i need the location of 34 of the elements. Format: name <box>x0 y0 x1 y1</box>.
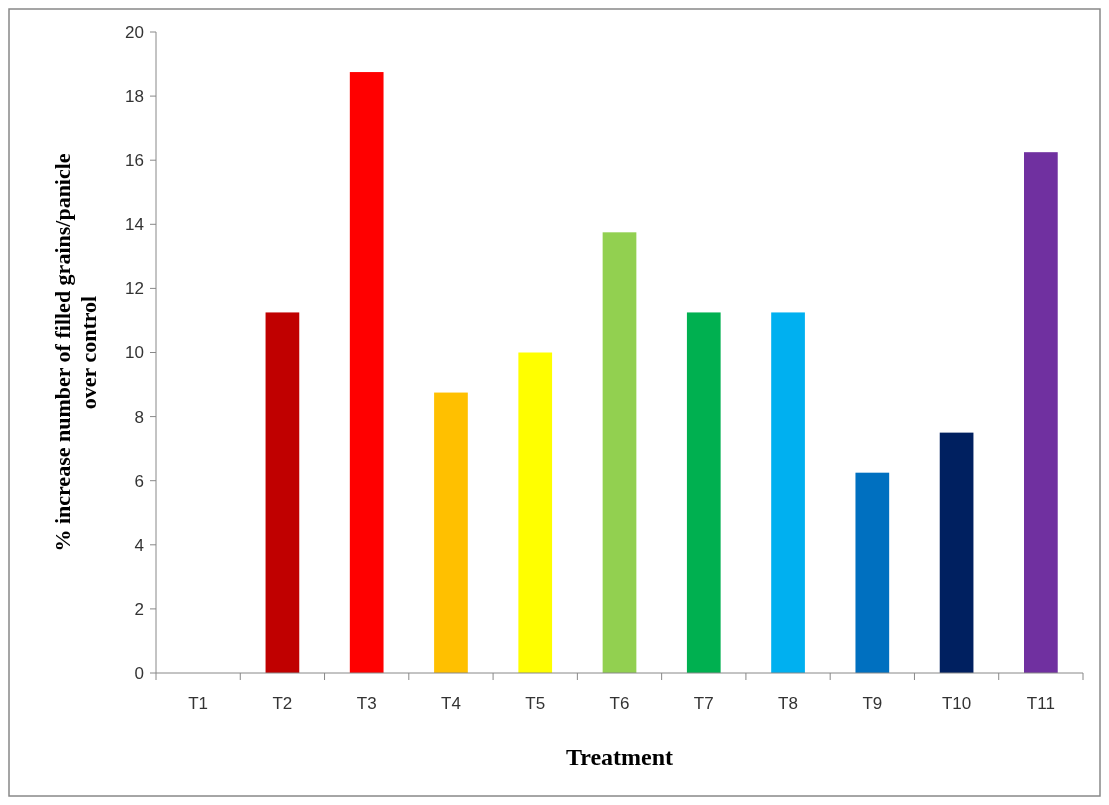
bar <box>939 432 974 673</box>
y-axis-title: % increase number of filled grains/panicle over control <box>50 153 101 552</box>
bar <box>518 352 553 673</box>
x-tick-label: T8 <box>778 694 798 713</box>
x-tick-label: T7 <box>693 694 714 713</box>
x-tick-label: T2 <box>272 694 293 713</box>
x-tick-label: T3 <box>356 694 377 713</box>
y-tick-label: 8 <box>134 407 144 427</box>
bar <box>602 232 637 673</box>
y-tick-label: 12 <box>125 279 144 299</box>
y-tick-label: 16 <box>125 151 144 171</box>
y-tick-label: 10 <box>125 343 144 363</box>
y-tick-label: 2 <box>134 599 144 619</box>
y-tick-label: 18 <box>125 87 144 107</box>
y-tick-label: 0 <box>134 663 144 683</box>
x-tick-label: T5 <box>525 694 546 713</box>
x-tick-label: T1 <box>188 694 209 713</box>
x-tick-label: T11 <box>1026 694 1055 713</box>
x-tick-label: T9 <box>862 694 883 713</box>
x-axis-title: Treatment <box>565 744 674 770</box>
bar <box>686 312 721 673</box>
y-tick-label: 6 <box>134 471 144 491</box>
bar <box>1024 152 1058 673</box>
bar <box>434 392 468 673</box>
bar <box>349 72 384 673</box>
bar <box>771 312 805 673</box>
x-tick-label: T6 <box>609 694 630 713</box>
y-tick-label: 4 <box>134 535 144 555</box>
y-tick-label: 20 <box>125 22 144 42</box>
x-tick-label: T4 <box>441 694 461 713</box>
x-tick-label: T10 <box>941 694 972 713</box>
y-tick-label: 14 <box>125 215 144 235</box>
bar <box>855 472 890 673</box>
bar <box>265 312 300 673</box>
